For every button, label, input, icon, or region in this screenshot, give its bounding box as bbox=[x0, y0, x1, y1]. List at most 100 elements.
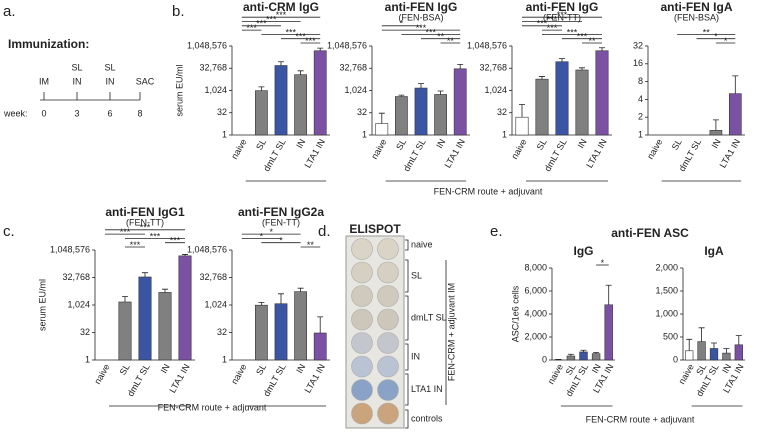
significance-label: *** bbox=[256, 19, 267, 29]
error-bar bbox=[599, 47, 605, 51]
bar bbox=[566, 355, 576, 361]
bar bbox=[575, 69, 589, 136]
x-tick-label: SL bbox=[118, 362, 132, 377]
panel-label: d. bbox=[318, 223, 331, 240]
group-label: FEN-CRM route + adjuvant bbox=[586, 414, 695, 424]
y-tick-label: 1 bbox=[222, 354, 227, 364]
error-bar bbox=[162, 288, 168, 293]
bar bbox=[138, 276, 152, 361]
bar bbox=[313, 50, 327, 136]
panel-label: c. bbox=[3, 223, 15, 240]
bar bbox=[595, 50, 609, 136]
chart-title: IgG bbox=[574, 244, 594, 258]
significance-label: ** bbox=[447, 36, 455, 46]
timeline-event: IN bbox=[106, 76, 115, 86]
week-label: week: bbox=[3, 108, 28, 118]
y-tick-label: 8 bbox=[638, 76, 643, 86]
bar bbox=[453, 68, 467, 136]
bar bbox=[414, 87, 428, 136]
x-tick-label: SL bbox=[535, 137, 549, 152]
significance-label: ** bbox=[307, 240, 315, 250]
x-tick-label: SL bbox=[254, 137, 268, 152]
row-bracket bbox=[405, 409, 409, 429]
y-tick-label: 0 bbox=[673, 354, 678, 364]
y-tick-label: 32,768 bbox=[199, 63, 227, 73]
chart-title: anti-FEN IgG bbox=[526, 0, 599, 14]
panel-label: b. bbox=[172, 3, 185, 20]
x-tick-label: naive bbox=[645, 137, 664, 161]
significance-label: *** bbox=[547, 14, 558, 24]
bar bbox=[294, 74, 307, 136]
significance-label: *** bbox=[120, 227, 131, 237]
bar bbox=[579, 351, 588, 361]
significance-label: *** bbox=[246, 23, 257, 33]
row-label: dmLT SL bbox=[411, 312, 447, 322]
week-number: 8 bbox=[137, 108, 142, 118]
significance-label: ** bbox=[703, 27, 711, 37]
x-tick-label: IN bbox=[294, 137, 307, 150]
y-tick-label: 32,768 bbox=[339, 63, 367, 73]
side-label: FEN-CRM + adjuvant IM bbox=[446, 283, 456, 381]
error-bar bbox=[378, 112, 385, 124]
y-axis-label: serum EU/ml bbox=[37, 279, 47, 331]
row-label: controls bbox=[411, 413, 443, 423]
error-bar bbox=[122, 296, 128, 302]
elispot-well bbox=[351, 355, 373, 378]
bar bbox=[395, 96, 408, 136]
x-tick-label: IN bbox=[294, 362, 307, 375]
row-bracket bbox=[405, 373, 409, 406]
y-tick-label: 1,024 bbox=[204, 85, 227, 95]
error-bar bbox=[278, 61, 284, 66]
significance-label: * bbox=[260, 231, 264, 241]
significance-label: *** bbox=[130, 240, 141, 250]
significance-label: *** bbox=[426, 27, 437, 37]
significance-label: ** bbox=[437, 32, 445, 42]
bar bbox=[734, 344, 743, 361]
error-bar bbox=[519, 104, 525, 118]
y-tick-label: 32 bbox=[80, 327, 90, 337]
error-bar bbox=[278, 293, 284, 304]
panel-label: a. bbox=[3, 3, 16, 20]
y-tick-label: 1 bbox=[222, 129, 227, 139]
x-tick-label: SL bbox=[564, 362, 578, 377]
error-bar bbox=[723, 348, 730, 354]
y-tick-label: 500 bbox=[663, 331, 678, 341]
y-tick-label: 2,000 bbox=[655, 262, 678, 272]
bar bbox=[709, 348, 719, 361]
elispot-well bbox=[377, 332, 399, 354]
week-number: 3 bbox=[74, 108, 79, 118]
row-bracket bbox=[405, 295, 409, 341]
row-bracket bbox=[405, 259, 409, 293]
error-bar bbox=[580, 349, 587, 352]
x-tick-label: naive bbox=[369, 137, 388, 161]
error-bar bbox=[317, 316, 324, 334]
chart-subtitle: (FEN-TT) bbox=[126, 217, 164, 227]
bar bbox=[255, 90, 268, 136]
significance-label: *** bbox=[170, 236, 181, 246]
elispot-well bbox=[377, 355, 399, 378]
error-bar bbox=[711, 342, 717, 349]
error-bar bbox=[297, 70, 304, 75]
y-tick-label: 32 bbox=[633, 40, 643, 50]
row-bracket bbox=[405, 343, 409, 371]
error-bar bbox=[686, 338, 693, 351]
significance-label: *** bbox=[276, 10, 287, 20]
week-number: 6 bbox=[107, 108, 112, 118]
error-bar bbox=[712, 119, 719, 131]
error-bar bbox=[593, 352, 600, 354]
y-tick-label: 1,024 bbox=[484, 85, 507, 95]
elispot-well bbox=[351, 238, 373, 260]
x-tick-label: SL bbox=[670, 137, 684, 152]
x-tick-label: IN bbox=[590, 362, 603, 375]
error-bar bbox=[258, 86, 265, 91]
y-tick-label: 2 bbox=[638, 112, 643, 122]
significance-label: *** bbox=[557, 10, 568, 20]
y-tick-label: 1,024 bbox=[204, 299, 227, 309]
y-tick-label: 1,024 bbox=[344, 85, 367, 95]
timeline-event: SL bbox=[104, 62, 115, 72]
elispot-well bbox=[377, 402, 399, 425]
bar bbox=[178, 255, 192, 361]
y-tick-label: 32 bbox=[497, 107, 507, 117]
y-tick-label: 1 bbox=[362, 129, 367, 139]
